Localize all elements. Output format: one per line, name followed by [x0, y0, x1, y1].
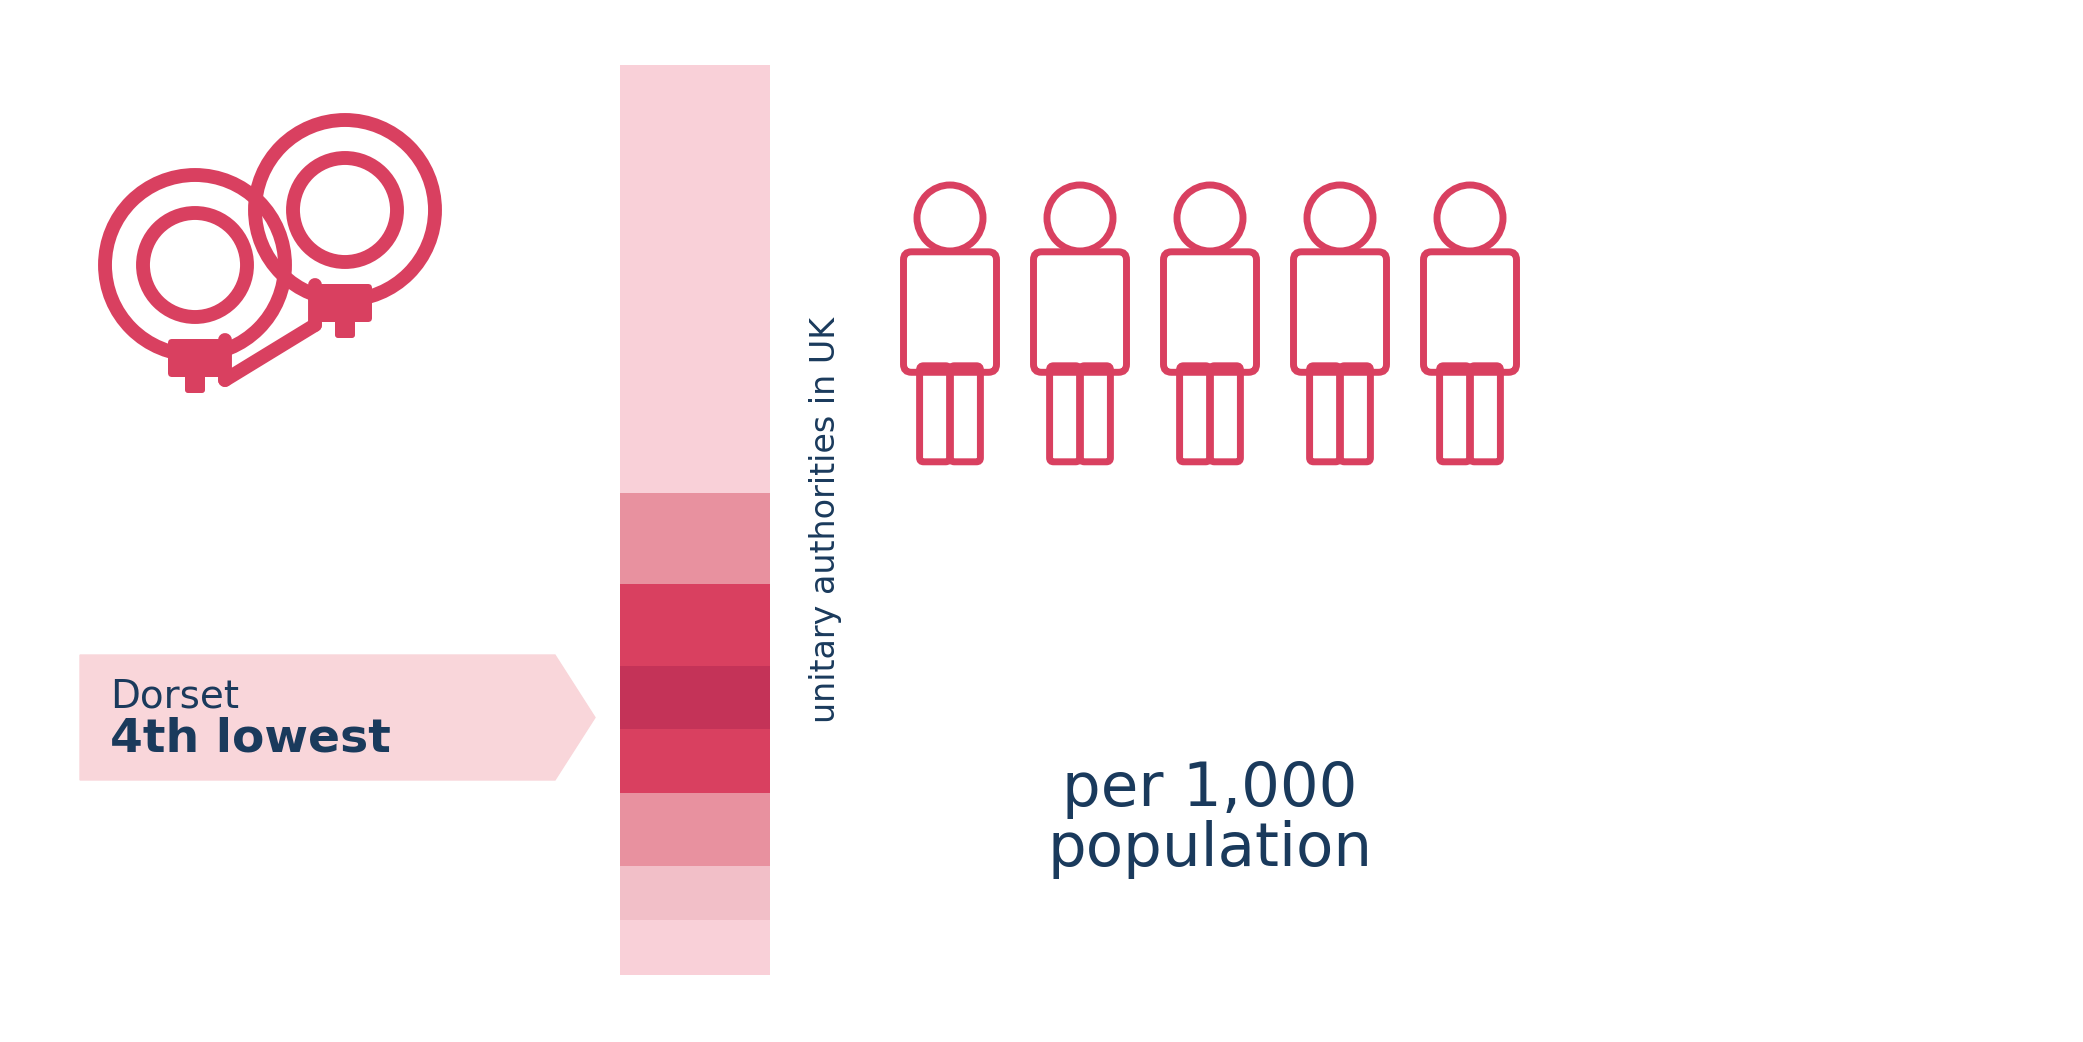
FancyBboxPatch shape: [169, 339, 223, 377]
Text: unitary authorities in UK: unitary authorities in UK: [808, 317, 842, 723]
Bar: [621, 866, 771, 920]
Text: Dorset: Dorset: [110, 677, 240, 715]
Text: per 1,000: per 1,000: [1062, 760, 1358, 819]
Bar: [621, 793, 771, 866]
FancyBboxPatch shape: [319, 284, 373, 322]
Text: population: population: [1048, 820, 1373, 879]
Bar: [621, 65, 771, 493]
Bar: [621, 493, 771, 584]
FancyBboxPatch shape: [185, 369, 204, 393]
Text: 4th lowest: 4th lowest: [110, 717, 392, 762]
Bar: [621, 584, 771, 666]
FancyBboxPatch shape: [335, 314, 354, 338]
Bar: [621, 729, 771, 793]
Polygon shape: [79, 655, 596, 780]
Bar: [621, 920, 771, 975]
Bar: [621, 666, 771, 729]
